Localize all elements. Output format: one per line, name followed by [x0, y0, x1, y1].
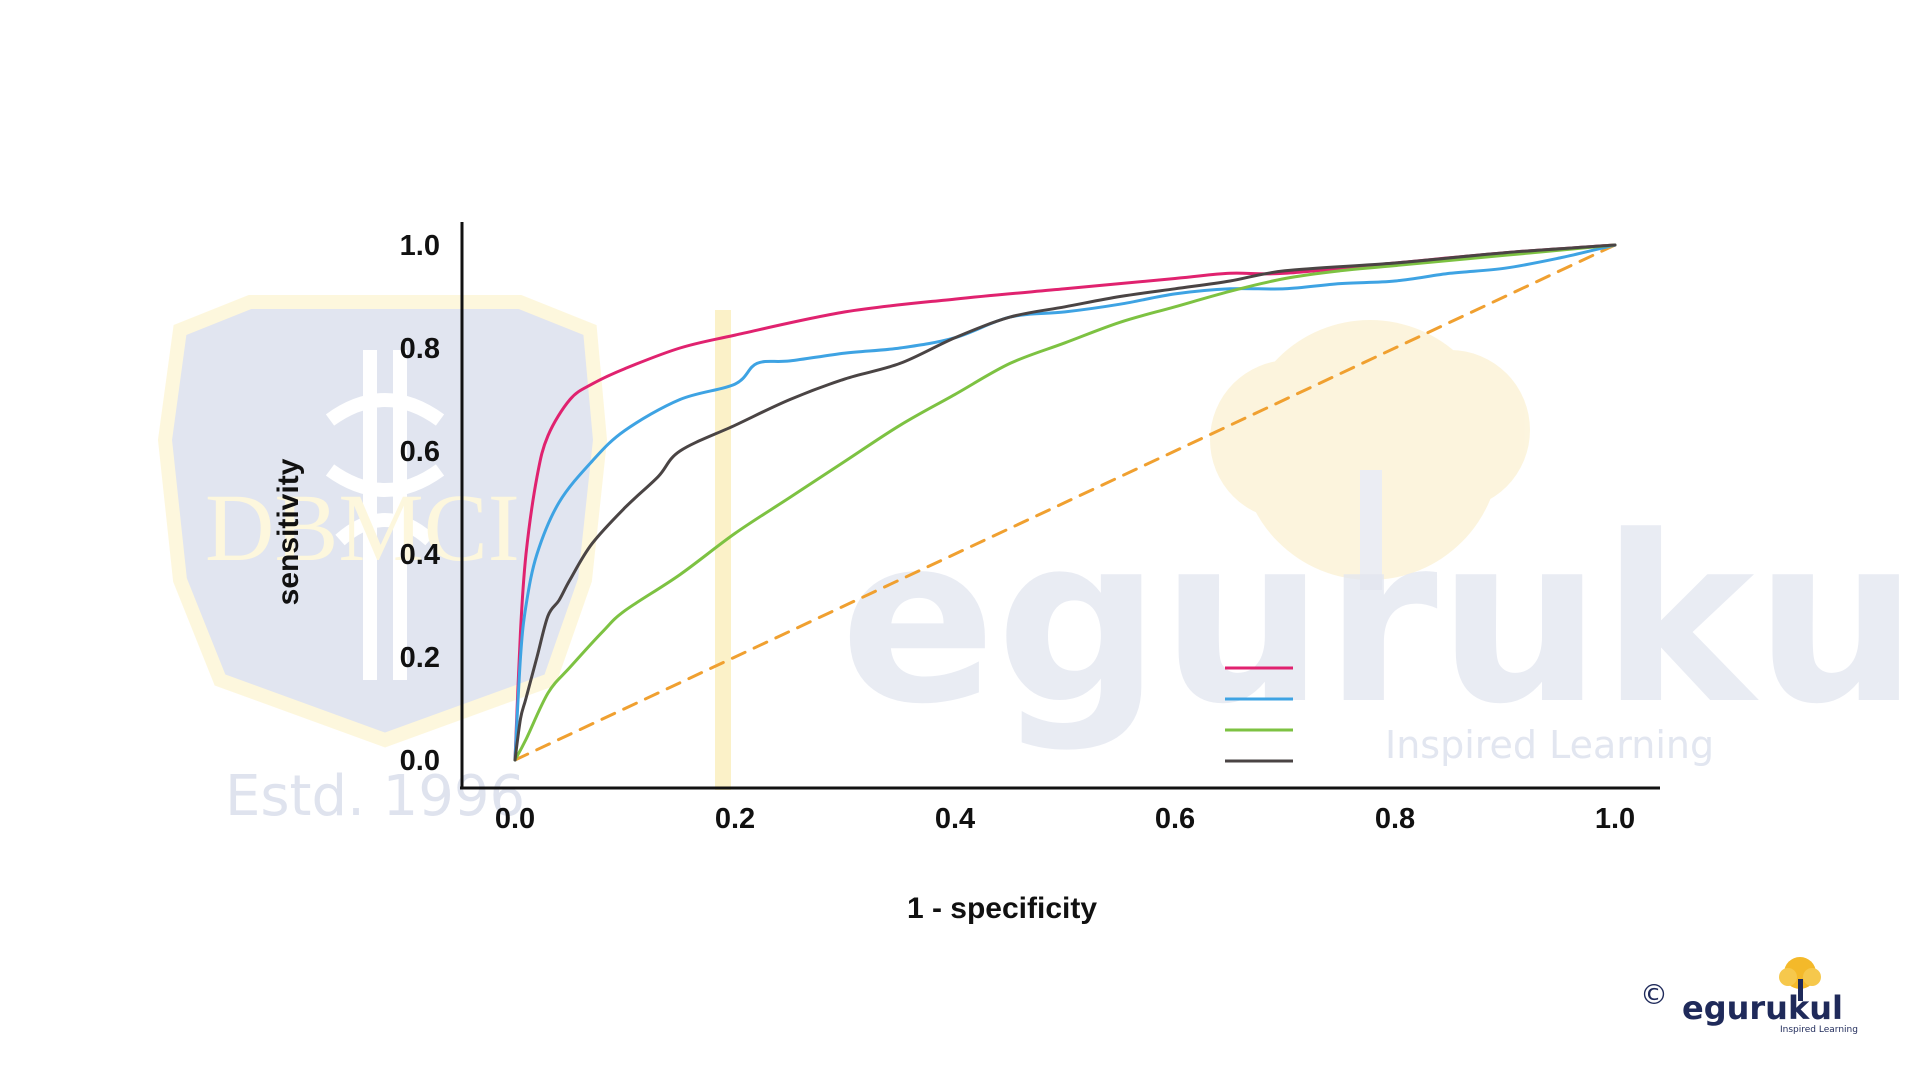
egurukul-logo-text: egurukul: [1682, 989, 1843, 1027]
legend: [1225, 666, 1293, 763]
egurukul-watermark: egurukul Inspired Learning: [840, 320, 1920, 767]
x-tick-label: 0.4: [935, 803, 975, 835]
x-tick-label: 0.8: [1375, 803, 1415, 835]
reference-layer: [513, 243, 1617, 762]
caduceus-icon: [325, 350, 445, 680]
shield-icon: [157, 295, 608, 748]
roc-series-line-2: [513, 243, 1617, 762]
y-tick-label: 1.0: [400, 230, 440, 262]
x-tick-label: 1.0: [1595, 803, 1635, 835]
y-tick-label: 0.4: [400, 539, 440, 571]
dbmci-estd-text: Estd. 1996: [225, 764, 525, 829]
copyright-symbol: ©: [1640, 978, 1668, 1011]
dbmci-watermark: DBMCI: [157, 295, 608, 748]
series-layer: [513, 243, 1617, 762]
y-axis-title: sensitivity: [272, 458, 305, 605]
roc-series-line-1: [513, 243, 1617, 762]
x-tick-labels: 0.0 0.2 0.4 0.6 0.8 1.0: [495, 803, 1635, 835]
egurukul-watermark-text: egurukul: [840, 488, 1920, 755]
tree-icon: [1779, 957, 1821, 1001]
reference-diagonal-line: [513, 243, 1617, 762]
egurukul-logo-tagline: Inspired Learning: [1780, 1025, 1858, 1035]
x-tick-label: 0.2: [715, 803, 755, 835]
y-tick-label: 0.2: [400, 642, 440, 674]
y-tick-label: 0.0: [400, 745, 440, 777]
dbmci-watermark-text: DBMCI: [205, 474, 520, 581]
roc-series-line-3: [513, 243, 1617, 762]
x-tick-label: 0.0: [495, 803, 535, 835]
y-tick-labels: 0.0 0.2 0.4 0.6 0.8 1.0: [400, 230, 440, 777]
x-axis-title: 1 - specificity: [907, 892, 1097, 925]
egurukul-logo: egurukul Inspired Learning: [1682, 957, 1858, 1035]
roc-series-line-4: [513, 243, 1617, 762]
egurukul-watermark-tagline: Inspired Learning: [1385, 723, 1714, 767]
tree-icon: [1210, 320, 1530, 590]
x-tick-label: 0.6: [1155, 803, 1195, 835]
y-tick-label: 0.6: [400, 436, 440, 468]
y-tick-label: 0.8: [400, 333, 440, 365]
